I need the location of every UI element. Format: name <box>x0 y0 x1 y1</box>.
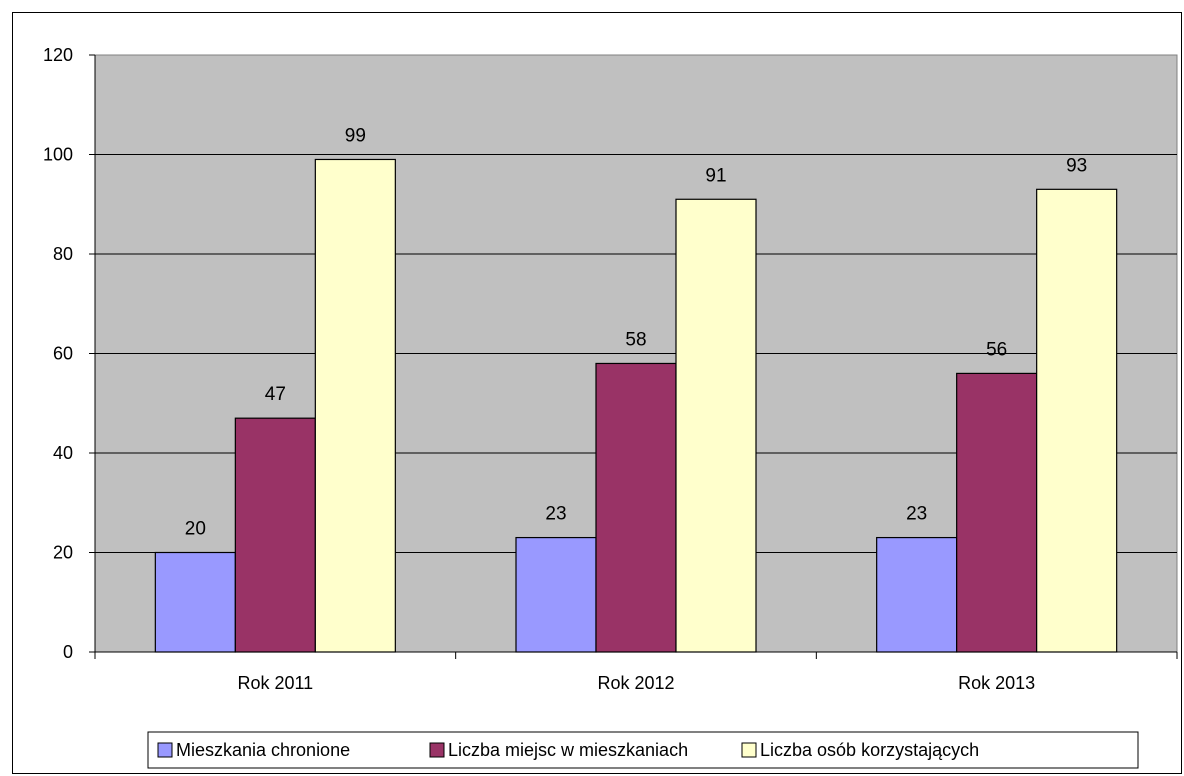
legend-swatch <box>157 742 173 758</box>
legend-label: Liczba miejsc w mieszkaniach <box>448 740 688 760</box>
data-label: 56 <box>986 339 1007 360</box>
y-tick-label: 0 <box>63 642 73 662</box>
data-label: 23 <box>545 504 566 525</box>
y-tick-label: 100 <box>43 145 73 165</box>
data-label: 47 <box>265 384 286 405</box>
y-tick-label: 20 <box>53 543 73 563</box>
y-tick-label: 60 <box>53 344 73 364</box>
bar <box>234 417 316 653</box>
legend-swatch <box>741 742 757 758</box>
legend-box <box>147 731 1139 769</box>
legend: Mieszkania chronione Liczba miejsc w mies… <box>147 731 1139 769</box>
data-label: 20 <box>185 519 206 540</box>
bar <box>595 362 677 653</box>
data-label: 58 <box>625 329 646 350</box>
legend-label: Liczba osób korzystających <box>760 740 979 760</box>
data-label: 23 <box>906 504 927 525</box>
y-tick-label: 80 <box>53 244 73 264</box>
x-category-label: Rok 2011 <box>237 673 313 693</box>
data-label: 93 <box>1066 155 1087 176</box>
bars <box>154 158 1118 653</box>
legend-swatch <box>429 742 445 758</box>
bar <box>154 551 236 653</box>
x-axis: Rok 2011 Rok 2012 Rok 2013 <box>94 651 1178 693</box>
y-axis: 0 20 40 60 80 100 120 <box>43 45 96 662</box>
bar <box>515 536 597 653</box>
data-label: 99 <box>345 125 366 146</box>
bar <box>675 198 757 653</box>
bar <box>314 158 396 653</box>
bar <box>956 372 1038 653</box>
legend-label: Mieszkania chronione <box>176 740 350 760</box>
x-category-label: Rok 2012 <box>597 673 674 693</box>
bar <box>1036 188 1118 653</box>
data-label: 91 <box>705 165 726 186</box>
data-labels: 20 47 99 23 58 91 23 56 93 <box>185 125 1087 539</box>
y-tick-label: 40 <box>53 443 73 463</box>
bar <box>876 536 958 653</box>
y-tick-label: 120 <box>43 45 73 65</box>
x-category-label: Rok 2013 <box>958 673 1035 693</box>
